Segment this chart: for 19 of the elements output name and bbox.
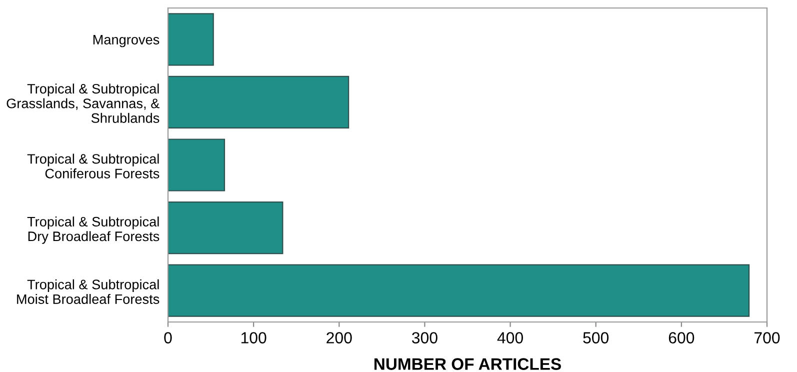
- x-tick-label: 0: [164, 332, 172, 344]
- bar: [168, 76, 350, 129]
- bar: [168, 264, 750, 317]
- x-axis-title: NUMBER OF ARTICLES: [374, 358, 561, 370]
- x-tick-label: 100: [241, 332, 266, 344]
- bar: [168, 201, 284, 254]
- y-tick-label: Tropical & Subtropical Grasslands, Savannas, & Shrublands: [6, 84, 160, 123]
- x-tick-label: 500: [583, 332, 609, 344]
- bar: [168, 13, 214, 66]
- y-tick-label: Mangroves: [93, 34, 160, 48]
- y-tick-label: Tropical & Subtropical Coniferous Forests: [27, 154, 160, 178]
- x-tick-label: 600: [668, 332, 694, 344]
- x-tick-label: 700: [754, 332, 780, 344]
- x-tick-label: 400: [497, 332, 523, 344]
- bar: [168, 138, 226, 192]
- y-tick-label: Tropical & Subtropical Moist Broadleaf Forests: [17, 279, 160, 304]
- x-tick-label: 300: [412, 332, 438, 344]
- x-tick-label: 200: [326, 332, 352, 344]
- y-tick-label: Tropical & Subtropical Dry Broadleaf Forests: [27, 216, 160, 244]
